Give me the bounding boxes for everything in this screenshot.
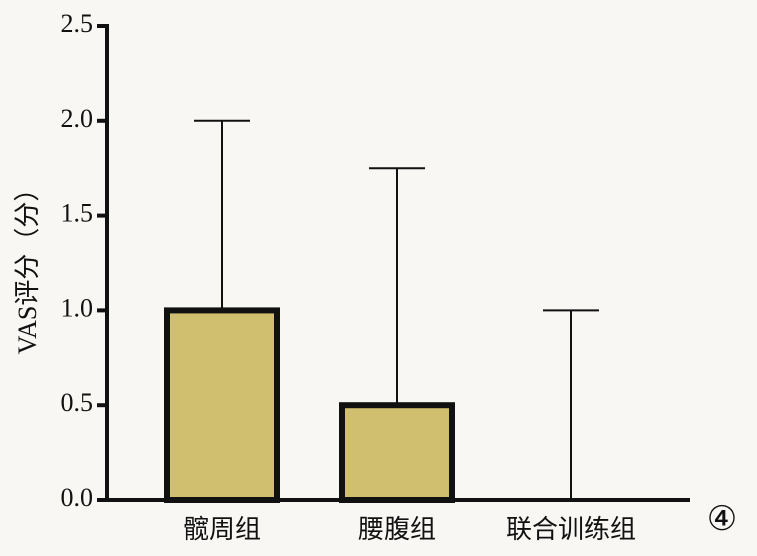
y-tick-label: 2.5 [61,9,94,38]
y-tick-label: 1.0 [61,293,94,322]
error-bar [194,119,250,311]
x-tick-label: 腰腹组 [358,515,436,544]
x-tick-label: 联合训练组 [506,515,636,544]
bar [339,402,455,504]
y-tick-label: 0.0 [61,483,94,512]
error-bar [543,309,599,500]
y-tick-label: 0.5 [61,388,94,417]
x-tick-label: 髋周组 [183,515,261,544]
y-tick-label: 1.5 [61,199,94,228]
y-axis-label: VAS评分（分） [13,176,42,355]
bar [164,307,280,503]
y-tick-label: 2.0 [61,104,94,133]
error-bar [369,167,425,406]
figure-label: ④ [707,501,737,538]
